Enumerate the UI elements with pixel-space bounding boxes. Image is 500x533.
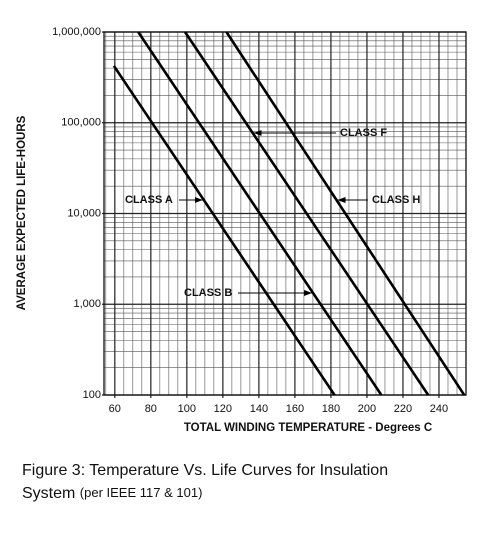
x-tick-label: 80 — [145, 403, 157, 415]
y-tick-label: 100 — [83, 389, 101, 401]
series-line — [137, 31, 383, 396]
series-line — [183, 31, 430, 396]
caption: Figure 3: Temperature Vs. Life Curves fo… — [22, 462, 388, 479]
x-tick-label: 100 — [178, 403, 196, 415]
x-tick-label: 160 — [286, 403, 304, 415]
y-tick-label: 1,000,000 — [52, 26, 101, 38]
x-tick-label: 140 — [250, 403, 268, 415]
plot-frame — [103, 31, 467, 396]
x-axis-label: TOTAL WINDING TEMPERATURE - Degrees C — [184, 422, 432, 434]
x-tick-label: 220 — [394, 403, 412, 415]
y-tick-label: 1,000 — [73, 298, 101, 310]
x-tick-label: 240 — [430, 403, 448, 415]
caption: System (per IEEE 117 & 101) — [22, 485, 202, 502]
y-tick-label: 10,000 — [67, 207, 101, 219]
x-tick-label: 200 — [358, 403, 376, 415]
x-tick-label: 180 — [322, 403, 340, 415]
series-label: CLASS F — [340, 127, 387, 139]
series-line — [225, 31, 466, 396]
caption: System — [22, 485, 75, 502]
series-label: CLASS B — [184, 287, 232, 299]
y-axis-label: AVERAGE EXPECTED LIFE-HOURS — [16, 115, 28, 310]
series-label: CLASS H — [372, 194, 420, 206]
x-tick-label: 60 — [109, 403, 121, 415]
series-line — [112, 65, 336, 396]
y-tick-label: 100,000 — [61, 117, 101, 129]
x-tick-label: 120 — [214, 403, 232, 415]
caption: (per IEEE 117 & 101) — [80, 485, 203, 500]
series-label: CLASS A — [125, 194, 173, 206]
